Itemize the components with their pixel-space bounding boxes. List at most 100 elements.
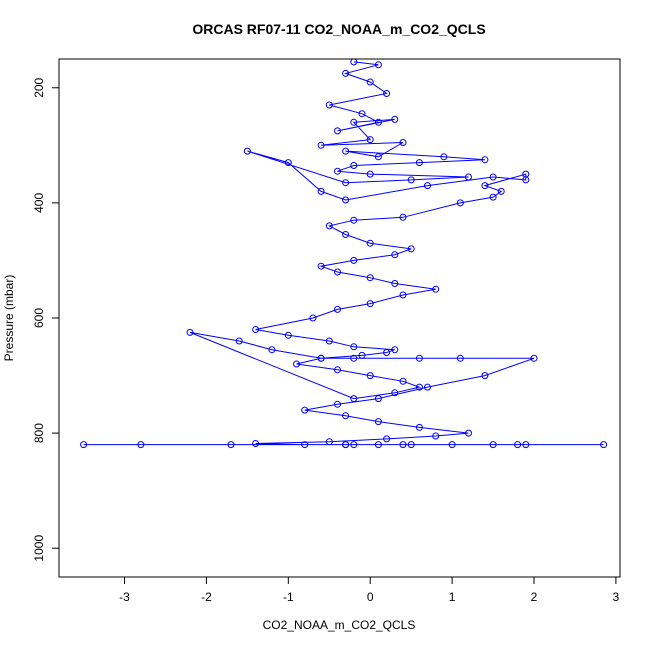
- x-tick-label: -2: [201, 590, 212, 604]
- plot-frame: [58, 58, 621, 578]
- data-point: [366, 372, 374, 380]
- data-point: [317, 141, 325, 149]
- data-point: [374, 61, 382, 69]
- data-point: [366, 300, 374, 308]
- x-axis: -3 -2 -1 0 1 2 3: [119, 576, 620, 604]
- data-point: [456, 354, 464, 362]
- data-point: [350, 395, 358, 403]
- data-point: [399, 291, 407, 299]
- data-point: [350, 343, 358, 351]
- data-point: [481, 156, 489, 164]
- data-point: [415, 423, 423, 431]
- data-point: [415, 383, 423, 391]
- data-point: [301, 406, 309, 414]
- data-point: [424, 182, 431, 190]
- data-point: [342, 179, 350, 187]
- x-tick-label: 3: [613, 590, 620, 604]
- y-axis-label: Pressure (mbar): [2, 275, 16, 362]
- data-point: [383, 435, 391, 443]
- data-point: [481, 182, 489, 190]
- y-tick-label: 600: [32, 308, 46, 328]
- data-point: [284, 159, 292, 167]
- data-point: [522, 170, 530, 178]
- data-point: [366, 239, 374, 247]
- data-point: [391, 389, 399, 397]
- data-point: [374, 418, 382, 426]
- data-point: [252, 440, 260, 447]
- data-point: [489, 193, 497, 201]
- data-point: [325, 222, 333, 230]
- data-point: [334, 305, 341, 313]
- data-point: [391, 251, 399, 259]
- data-point: [342, 147, 350, 155]
- data-point: [489, 441, 497, 449]
- data-point: [415, 354, 423, 362]
- data-point: [325, 438, 333, 446]
- data-point: [334, 400, 341, 408]
- data-point: [317, 187, 325, 195]
- data-point: [342, 69, 350, 77]
- x-tick-label: -3: [119, 590, 130, 604]
- series-line: [83, 61, 604, 446]
- data-point: [342, 196, 350, 204]
- data-point: [465, 173, 472, 181]
- data-point: [497, 187, 505, 195]
- data-point: [235, 337, 243, 345]
- data-point: [317, 354, 325, 362]
- data-point: [440, 153, 448, 161]
- data-point: [391, 115, 399, 123]
- data-point: [424, 383, 431, 391]
- data-point: [391, 346, 399, 354]
- data-point: [415, 159, 423, 167]
- data-point: [350, 216, 358, 224]
- x-axis-label: CO2_NOAA_m_CO2_QCLS: [263, 618, 416, 632]
- data-point: [350, 256, 358, 264]
- data-point: [514, 441, 522, 449]
- x-tick-label: 1: [449, 590, 456, 604]
- chart-title: ORCAS RF07-11 CO2_NOAA_m_CO2_QCLS: [192, 21, 485, 37]
- data-point: [301, 441, 309, 449]
- data-point: [391, 280, 399, 287]
- data-point: [407, 441, 415, 449]
- data-point: [334, 366, 341, 374]
- data-point: [342, 412, 350, 420]
- data-point: [432, 432, 440, 440]
- data-point: [399, 441, 407, 449]
- y-tick-label: 800: [32, 423, 46, 443]
- data-point: [317, 262, 325, 270]
- data-point: [186, 328, 194, 336]
- data-point: [481, 372, 489, 380]
- data-point: [350, 162, 358, 169]
- data-point: [383, 90, 391, 97]
- data-point: [465, 429, 472, 437]
- data-point: [137, 441, 145, 449]
- data-point: [407, 245, 415, 253]
- data-point: [334, 167, 341, 175]
- data-point: [334, 127, 341, 135]
- y-axis: 200 400 600 800 1000: [32, 77, 60, 562]
- data-point: [374, 395, 382, 403]
- data-point: [456, 199, 464, 207]
- data-point: [284, 331, 292, 339]
- y-tick-label: 1000: [32, 535, 46, 562]
- data-point: [325, 337, 333, 345]
- data-point: [366, 78, 374, 86]
- data-point: [374, 153, 382, 161]
- plot-marks: [80, 58, 608, 449]
- data-point: [522, 441, 530, 449]
- data-point: [293, 360, 300, 368]
- data-point: [399, 377, 407, 385]
- data-point: [358, 110, 366, 118]
- data-point: [530, 354, 538, 362]
- data-point: [358, 351, 366, 359]
- data-point: [600, 441, 608, 449]
- data-point: [407, 176, 415, 184]
- data-point: [374, 118, 382, 126]
- y-tick-label: 200: [32, 77, 46, 97]
- data-point: [432, 285, 440, 293]
- y-tick-label: 400: [32, 193, 46, 213]
- data-point: [350, 354, 358, 362]
- data-point: [399, 139, 407, 146]
- data-point: [489, 173, 497, 181]
- data-point: [448, 441, 456, 449]
